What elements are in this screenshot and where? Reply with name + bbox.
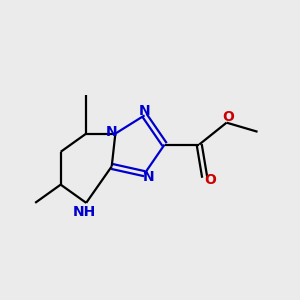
Text: NH: NH xyxy=(73,205,96,219)
Text: N: N xyxy=(106,125,118,139)
Text: N: N xyxy=(139,104,150,118)
Text: O: O xyxy=(204,173,216,187)
Text: O: O xyxy=(222,110,234,124)
Text: N: N xyxy=(143,169,155,184)
